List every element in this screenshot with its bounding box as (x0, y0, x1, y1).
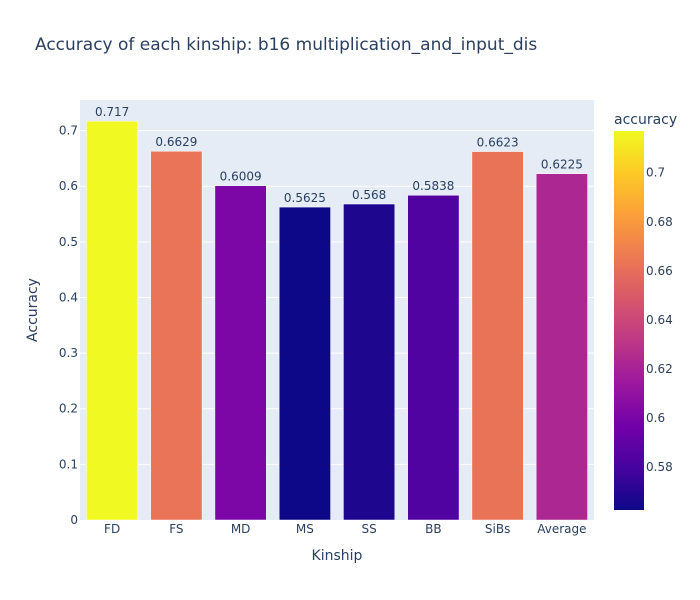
bar-value-label: 0.6009 (220, 170, 262, 184)
x-tick-label: BB (425, 522, 441, 536)
y-tick-label: 0.6 (59, 179, 78, 193)
colorbar-tick-label: 0.64 (646, 313, 673, 327)
y-axis-title: Accuracy (25, 278, 41, 342)
bar-bb (407, 194, 460, 521)
colorbar-title: accuracy (614, 112, 677, 128)
bar-fd (86, 120, 139, 521)
y-tick-label: 0.2 (59, 402, 78, 416)
x-tick-label: MD (231, 522, 251, 536)
x-tick-label: SS (362, 522, 377, 536)
y-tick-label: 0.1 (59, 457, 78, 471)
bar-value-label: 0.6629 (155, 135, 197, 149)
y-tick-label: 0 (70, 513, 78, 527)
colorbar-ticks: 0.58 0.6 0.62 0.64 0.66 0.68 0.7 (646, 166, 673, 474)
y-tick-label: 0.7 (59, 124, 78, 138)
x-tick-label: MS (296, 522, 314, 536)
bar-md (214, 185, 267, 521)
colorbar-tick-label: 0.68 (646, 215, 673, 229)
bar-value-label: 0.6623 (477, 136, 519, 150)
x-axis-ticks: FD FS MD MS SS BB SiBs Average (104, 522, 586, 536)
colorbar-tick-label: 0.62 (646, 362, 673, 376)
colorbar-tick-label: 0.58 (646, 460, 673, 474)
colorbar-tick-label: 0.7 (646, 166, 665, 180)
colorbar-tick-label: 0.66 (646, 264, 673, 278)
bar-value-label: 0.6225 (541, 158, 583, 172)
x-tick-label: Average (537, 522, 586, 536)
chart-title: Accuracy of each kinship: b16 multiplica… (35, 35, 537, 55)
colorbar-tick-label: 0.6 (646, 411, 665, 425)
bar-sibs (471, 151, 524, 521)
y-tick-label: 0.4 (59, 290, 78, 304)
y-tick-label: 0.5 (59, 235, 78, 249)
bar-fs (150, 150, 203, 521)
bar-value-label: 0.5625 (284, 191, 326, 205)
y-tick-label: 0.3 (59, 346, 78, 360)
bar-value-label: 0.568 (352, 188, 386, 202)
x-axis-title: Kinship (312, 548, 363, 564)
bar-ss (343, 203, 396, 521)
colorbar (614, 131, 644, 510)
bar-average (535, 173, 588, 521)
bar-labels: 0.717 0.6629 0.6009 0.5625 0.568 0.5838 0.6623… (95, 105, 583, 205)
bar-ms (278, 206, 331, 521)
x-tick-label: FS (169, 522, 183, 536)
y-axis-ticks: 0 0.1 0.2 0.3 0.4 0.5 0.6 0.7 (59, 124, 78, 527)
bars (86, 120, 588, 521)
x-tick-label: SiBs (485, 522, 510, 536)
bar-value-label: 0.717 (95, 105, 129, 119)
bar-value-label: 0.5838 (412, 179, 454, 193)
x-tick-label: FD (104, 522, 120, 536)
